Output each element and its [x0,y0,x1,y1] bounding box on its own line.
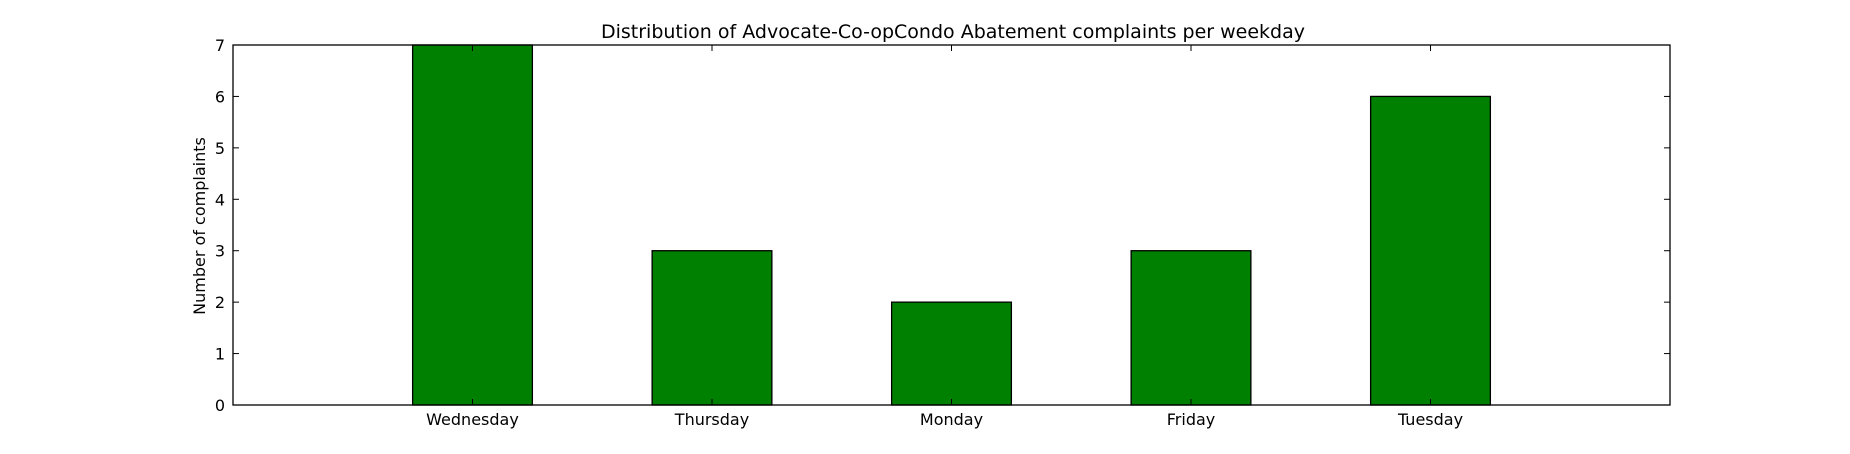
bar-tuesday [1369,95,1492,406]
y-tick-label: 0 [215,396,225,415]
x-tick-label: Wednesday [426,410,519,429]
x-tick-label: Friday [1167,410,1216,429]
plot-frame [232,44,1671,406]
y-tick-label: 7 [215,36,225,55]
bar-wednesday [411,44,534,406]
bar-monday [890,301,1013,406]
y-axis-label: Number of complaints [190,137,209,315]
ticks-layer: Wednesday Thursday Monday Friday Tuesday 0 1 2 3… [215,36,1670,429]
x-tick-label: Thursday [674,410,749,429]
chart-title: Distribution of Advocate-Co-opCondo Abat… [601,21,1305,43]
y-tick-label: 3 [215,242,225,261]
bar-thursday [651,250,773,406]
y-tick-label: 4 [215,190,225,209]
y-tick-label: 2 [215,293,225,312]
x-tick-label: Tuesday [1397,410,1463,429]
y-tick-label: 1 [215,345,225,364]
bars-layer [411,44,1492,406]
x-tick-label: Monday [920,410,983,429]
y-tick-label: 6 [215,87,225,106]
bar-friday [1130,250,1252,406]
y-tick-label: 5 [215,139,225,158]
